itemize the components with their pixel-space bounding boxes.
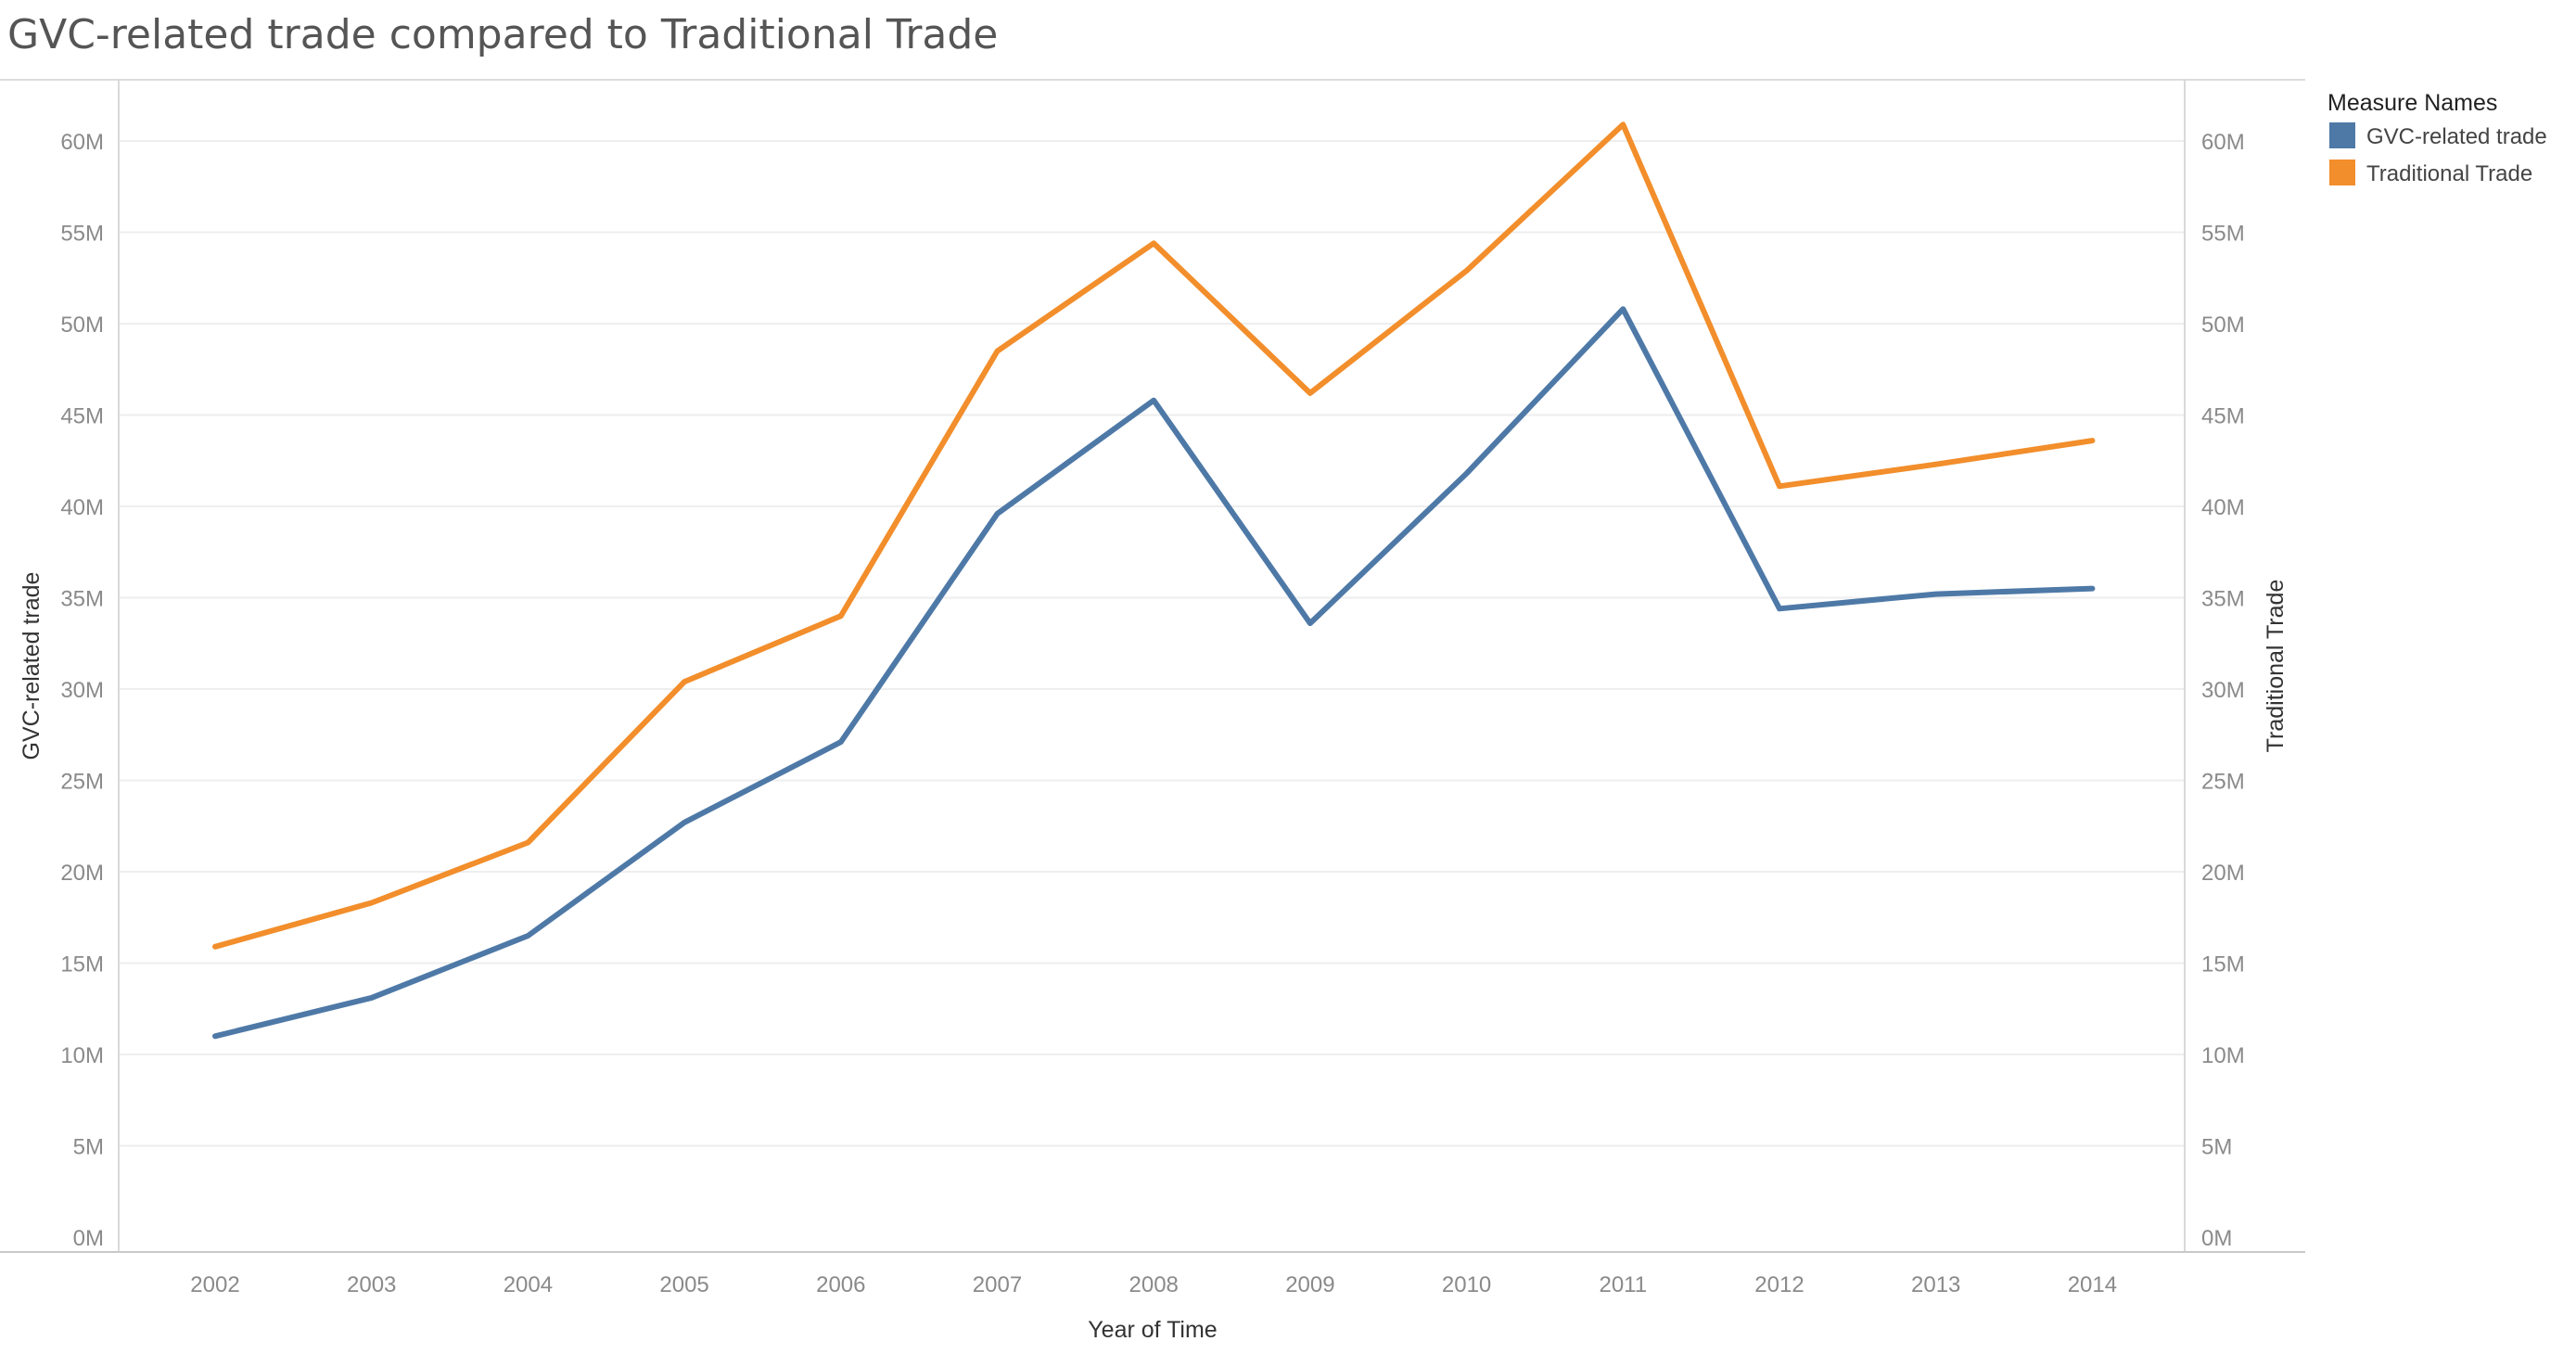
right-tick-label: 5M [2201,1135,2232,1160]
right-tick-label: 10M [2201,1043,2245,1068]
x-tick-label: 2002 [190,1272,239,1297]
right-axis-title: Traditional Trade [2263,580,2289,753]
left-tick-label: 55M [60,222,104,247]
gridlines [119,140,2185,1147]
x-axis-title: Year of Time [1088,1317,1217,1343]
right-axis-ticks: 0M 5M 10M 15M 20M 25M 30M 35M 40M 45M 50M 55M 60M [2201,130,2245,1251]
chart-title: GVC-related trade compared to Traditiona… [7,11,998,58]
legend-swatch [2329,160,2355,185]
right-tick-label: 25M [2201,770,2245,795]
right-tick-label: 40M [2201,495,2245,520]
left-tick-label: 50M [60,313,104,338]
x-tick-label: 2009 [1285,1272,1334,1297]
left-axis-ticks: 0M 5M 10M 15M 20M 25M 30M 35M 40M 45M 50M 55M 60M [60,130,104,1251]
left-tick-label: 45M [60,404,104,429]
series-lines [212,121,2096,1040]
right-tick-label: 15M [2201,952,2245,977]
x-tick-label: 2003 [347,1272,396,1297]
legend-label: GVC-related trade [2366,124,2547,149]
right-tick-label: 50M [2201,313,2245,338]
left-tick-label: 0M [73,1226,104,1251]
legend: Measure Names GVC-related trade Tradition… [2327,90,2547,186]
left-tick-label: 35M [60,587,104,612]
x-tick-label: 2014 [2068,1272,2117,1297]
left-tick-label: 40M [60,495,104,520]
left-tick-label: 15M [60,952,104,977]
x-tick-label: 2010 [1442,1272,1491,1297]
series-line-traditional-trade [212,121,2096,950]
left-tick-label: 5M [73,1135,104,1160]
left-tick-label: 25M [60,770,104,795]
right-tick-label: 0M [2201,1226,2232,1251]
left-tick-label: 60M [60,130,104,155]
x-tick-label: 2005 [659,1272,708,1297]
legend-label: Traditional Trade [2366,161,2532,186]
x-tick-label: 2013 [1911,1272,1960,1297]
x-tick-label: 2012 [1754,1272,1804,1297]
x-axis-ticks: 2002 2003 2004 2005 2006 2007 2008 2009 2010 2011… [190,1272,2117,1297]
x-tick-label: 2011 [1599,1272,1647,1297]
x-tick-label: 2008 [1129,1272,1179,1297]
left-tick-label: 30M [60,678,104,703]
x-tick-label: 2006 [816,1272,865,1297]
legend-title: Measure Names [2327,90,2497,116]
left-axis-title: GVC-related trade [19,572,45,760]
series-line-gvc-related-trade [212,306,2096,1040]
right-tick-label: 35M [2201,587,2245,612]
x-tick-label: 2007 [973,1272,1022,1297]
right-tick-label: 30M [2201,678,2245,703]
right-tick-label: 55M [2201,222,2245,247]
left-tick-label: 20M [60,861,104,886]
x-tick-label: 2004 [504,1272,553,1297]
legend-swatch [2329,122,2355,148]
right-tick-label: 60M [2201,130,2245,155]
left-tick-label: 10M [60,1043,104,1068]
right-tick-label: 45M [2201,404,2245,429]
right-tick-label: 20M [2201,861,2245,886]
